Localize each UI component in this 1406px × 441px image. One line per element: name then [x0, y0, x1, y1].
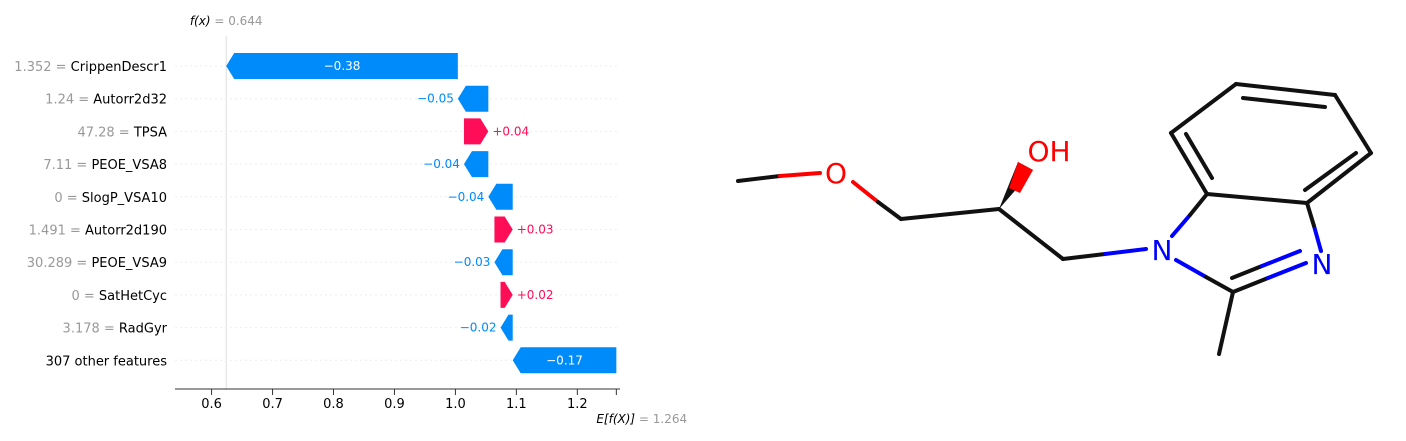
feature-label: 30.289 = PEOE_VSA9: [27, 256, 167, 271]
bond-ch2-chiral: [899, 207, 1001, 221]
feature-value: 1.491 =: [29, 224, 85, 239]
feature-name: SlogP_VSA10: [82, 191, 167, 206]
bond-n1-c7a: [1188, 192, 1209, 217]
bond-c5-c4: [1333, 93, 1373, 155]
shap-bar-1: [226, 53, 458, 79]
feature-label: 1.24 = Autorr2d32: [45, 93, 167, 108]
fx-symbol: f(x): [190, 14, 211, 28]
shap-bar-2: [457, 85, 489, 112]
feature-name: 307 other features: [46, 354, 168, 369]
fx-value: = 0.644: [211, 14, 263, 28]
shap-bar-8: [500, 281, 513, 308]
bond-o-ch2-red: [851, 180, 880, 204]
x-tick-label: 1.0: [445, 397, 466, 412]
bond-n3-c3a-blue: [1312, 224, 1323, 253]
bond-n3-c3a: [1305, 201, 1316, 228]
feature-label: 47.28 = TPSA: [77, 125, 167, 140]
base-value: = 1.264: [635, 412, 687, 426]
feature-name: SatHetCyc: [99, 289, 167, 304]
x-tick-label: 0.8: [323, 397, 344, 412]
base-symbol: E[f(X)]: [596, 412, 635, 426]
feature-label: 0 = SatHetCyc: [71, 289, 167, 304]
bar-value-label: +0.02: [517, 288, 554, 302]
fx-label: f(x) = 0.644: [190, 14, 263, 28]
shap-bar-9: [500, 314, 513, 341]
bond-c2-n3-inner-blue: [1260, 249, 1302, 268]
bond-c2-methyl: [1217, 290, 1235, 356]
bond-chiral-ch2b: [997, 207, 1065, 261]
bond-methyl-o-red: [778, 171, 822, 178]
wedge-bond-oh-red: [1009, 162, 1033, 193]
x-tick-label: 1.1: [506, 397, 527, 412]
feature-name: Autorr2d32: [93, 93, 167, 108]
feature-value: 3.178 =: [63, 322, 119, 337]
feature-name: PEOE_VSA8: [91, 158, 167, 173]
feature-label: 7.11 = PEOE_VSA8: [43, 158, 167, 173]
bar-value-label: −0.04: [448, 190, 485, 204]
shap-bar-6: [494, 216, 513, 243]
feature-label: 1.352 = CrippenDescr1: [14, 60, 167, 75]
shap-bar-10: [512, 347, 617, 374]
x-tick-label: 0.7: [262, 397, 283, 412]
bar-value-label: −0.05: [417, 92, 454, 106]
bond-methyl-o: [736, 174, 782, 183]
bond-c6-c5: [1234, 82, 1337, 97]
feature-value: 47.28 =: [77, 125, 133, 140]
bar-value-label: −0.17: [546, 353, 583, 367]
x-tick-label: 0.9: [384, 397, 405, 412]
feature-label: 3.178 = RadGyr: [63, 322, 168, 337]
feature-value: 7.11 =: [43, 158, 91, 173]
bar-value-label: −0.03: [454, 255, 491, 269]
bar-value-label: −0.02: [460, 321, 497, 335]
feature-value: 0 =: [54, 191, 81, 206]
bond-c2-n3-inner: [1230, 264, 1264, 280]
bar-value-label: +0.04: [492, 124, 529, 138]
bond-ch2b-n1: [1061, 252, 1107, 261]
shap-bar-5: [488, 183, 513, 210]
bond-inner-c: [1303, 151, 1358, 192]
shap-bar-7: [494, 249, 513, 276]
shap-waterfall-chart: −0.38 1.352 = CrippenDescr1 −0.05 1.24 = Au…: [14, 14, 687, 426]
bond-c2-n3: [1231, 276, 1270, 294]
feature-value: 1.352 =: [14, 60, 70, 75]
bond-ch2b-n1-blue: [1103, 247, 1148, 256]
base-value-label: E[f(X)] = 1.264: [596, 412, 687, 426]
atom-nitrogen-3: N: [1312, 248, 1333, 281]
feature-name: Autorr2d190: [85, 224, 167, 239]
bond-c7a-c7: [1169, 131, 1209, 196]
atom-oxygen-ether: O: [825, 157, 847, 190]
bond-inner-b: [1241, 96, 1327, 109]
feature-name: PEOE_VSA9: [91, 256, 167, 271]
feature-name: TPSA: [133, 125, 167, 140]
feature-name: CrippenDescr1: [71, 60, 167, 75]
bond-c7a-c3a: [1205, 192, 1309, 205]
bond-c2-n3-blue: [1266, 261, 1308, 280]
bond-o-ch2: [876, 200, 903, 221]
bond-n1-c2: [1204, 275, 1235, 294]
shap-bar-4: [463, 151, 489, 178]
feature-label: 307 other features: [46, 354, 168, 369]
bar-value-label: −0.04: [423, 157, 460, 171]
feature-value: 30.289 =: [27, 256, 92, 271]
shap-bar-3: [463, 118, 489, 145]
atom-nitrogen-1: N: [1152, 234, 1173, 267]
bar-value-label: −0.38: [324, 59, 361, 73]
feature-name: RadGyr: [119, 322, 168, 337]
atom-hydroxyl: OH: [1027, 135, 1070, 168]
bond-n1-c7a-blue: [1170, 213, 1192, 238]
bond-c7-c6: [1169, 82, 1238, 135]
feature-value: 1.24 =: [45, 93, 93, 108]
bond-inner-a: [1184, 132, 1214, 180]
bond-n1-c2-blue: [1174, 258, 1208, 279]
bar-value-label: +0.03: [517, 223, 554, 237]
feature-value: 0 =: [71, 289, 98, 304]
molecule-structure: O OH N N: [736, 82, 1373, 356]
x-tick-label: 0.6: [201, 397, 222, 412]
feature-label: 0 = SlogP_VSA10: [54, 191, 167, 206]
feature-label: 1.491 = Autorr2d190: [29, 224, 167, 239]
bond-c4-c3a: [1305, 151, 1373, 205]
x-tick-label: 1.2: [567, 397, 588, 412]
